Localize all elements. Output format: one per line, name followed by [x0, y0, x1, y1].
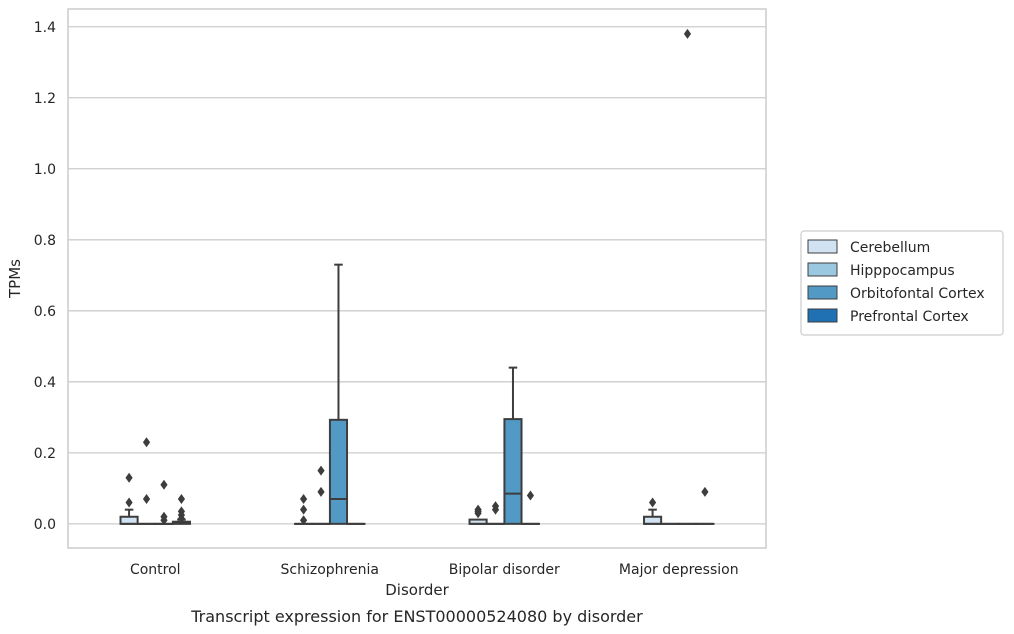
outlier-0	[683, 28, 692, 39]
outlier-0	[317, 486, 325, 497]
outlier-1	[142, 437, 151, 448]
box-iqr	[503, 418, 523, 525]
box-1-0	[294, 494, 314, 526]
box-1-1	[311, 465, 331, 525]
y-tick-6: 1.2	[34, 91, 56, 107]
x-axis-label: Disorder	[385, 581, 449, 599]
y-tick-2: 0.4	[34, 375, 56, 391]
outlier-1	[491, 501, 500, 512]
box-iqr	[643, 515, 663, 525]
y-tick-labels: 0.0 0.2 0.4 0.6 0.8 1.0 1.2 1.4	[34, 20, 56, 533]
x-tick-labels: Control Schizophrenia Bipolar disorder Majo…	[130, 562, 739, 578]
y-tick-3: 0.6	[34, 304, 56, 320]
outlier-2	[160, 479, 168, 490]
outlier-0	[125, 497, 133, 508]
plot-border	[67, 8, 767, 549]
outlier-1	[160, 511, 168, 522]
outlier-2	[474, 504, 482, 515]
legend-swatch-0	[807, 239, 838, 254]
legend-label-3: Prefrontal Cortex	[850, 309, 969, 325]
box-2-0	[468, 504, 488, 525]
grid-lines	[68, 26, 766, 525]
legend-label-2: Orbitofontal Cortex	[850, 286, 985, 302]
box-iqr	[328, 418, 349, 525]
outlier-3	[177, 494, 186, 504]
box-0-1	[136, 437, 157, 525]
box-0-2	[154, 479, 174, 526]
box-0-0	[119, 472, 139, 525]
x-tick-0: Control	[130, 562, 181, 578]
y-tick-7: 1.4	[34, 20, 56, 36]
outlier-1	[125, 472, 133, 483]
box-iqr	[119, 515, 139, 525]
outlier-0	[701, 486, 709, 497]
box-2-3	[520, 490, 540, 525]
outlier-0	[299, 515, 308, 526]
y-tick-5: 1.0	[34, 162, 56, 178]
box-3-0	[643, 497, 663, 525]
legend: Cerebellum Hipppocampus Orbitofontal Corte…	[800, 230, 1004, 336]
box-1-2	[328, 263, 349, 525]
y-tick-4: 0.8	[34, 233, 56, 249]
outlier-0	[142, 494, 151, 504]
outlier-1	[299, 504, 308, 515]
legend-box	[800, 230, 1004, 336]
legend-swatch-3	[807, 308, 838, 323]
legend-swatch-1	[807, 262, 838, 277]
outlier-2	[177, 506, 186, 517]
box-3-2	[677, 28, 698, 525]
outlier-1	[317, 465, 325, 476]
outlier-0	[526, 490, 535, 501]
y-axis-label: TPMs	[6, 259, 24, 299]
box-2-2	[503, 366, 523, 525]
legend-label-1: Hipppocampus	[850, 263, 955, 279]
box-3-3	[695, 486, 715, 525]
legend-swatch-2	[807, 285, 838, 300]
y-tick-0: 0.0	[34, 517, 56, 533]
y-tick-1: 0.2	[34, 446, 56, 462]
x-tick-3: Major depression	[619, 562, 739, 578]
chart-caption: Transcript expression for ENST0000052408…	[190, 607, 643, 626]
legend-label-0: Cerebellum	[850, 240, 930, 256]
outlier-0	[648, 497, 657, 508]
x-tick-2: Bipolar disorder	[449, 562, 560, 578]
x-tick-1: Schizophrenia	[281, 562, 379, 578]
box-plot-marks	[119, 28, 715, 526]
box-2-1	[485, 501, 506, 525]
plot-frame	[67, 8, 767, 549]
box-0-3	[171, 494, 191, 525]
outlier-2	[299, 494, 308, 504]
